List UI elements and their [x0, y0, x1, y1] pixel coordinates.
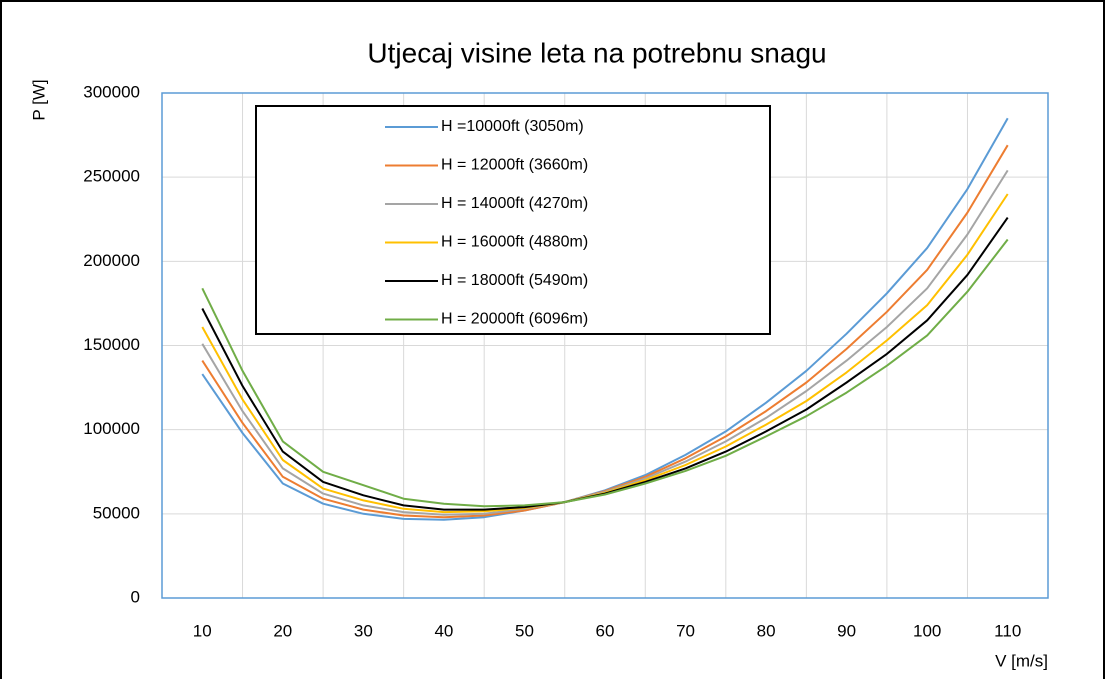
- x-tick-label: 40: [434, 621, 453, 640]
- y-axis-label: P [W]: [29, 79, 48, 120]
- legend-label: H = 14000ft (4270m): [441, 195, 588, 212]
- legend-label: H = 20000ft (6096m): [441, 311, 588, 328]
- y-tick-label: 100000: [83, 419, 140, 438]
- plot-border: [161, 92, 1049, 599]
- legend-label: H = 18000ft (5490m): [441, 272, 588, 289]
- chart-title: Utjecaj visine leta na potrebnu snagu: [367, 37, 826, 68]
- legend-label: H =10000ft (3050m): [441, 118, 584, 135]
- x-axis-label: V [m/s]: [995, 651, 1048, 670]
- y-tick-label: 50000: [93, 503, 140, 522]
- x-tick-label: 60: [596, 621, 615, 640]
- x-tick-label: 50: [515, 621, 534, 640]
- x-tick-label: 100: [913, 621, 941, 640]
- x-tick-label: 70: [676, 621, 695, 640]
- y-tick-label: 250000: [83, 167, 140, 186]
- y-tick-label: 200000: [83, 251, 140, 270]
- series-line: [201, 238, 1009, 508]
- x-tick-label: 110: [994, 621, 1021, 640]
- x-tick-label: 30: [354, 621, 373, 640]
- x-tick-label: 80: [757, 621, 776, 640]
- y-tick-label: 150000: [83, 335, 140, 354]
- legend-box: [255, 105, 771, 335]
- x-tick-label: 20: [273, 621, 292, 640]
- legend-label: H = 12000ft (3660m): [441, 157, 588, 174]
- x-tick-label: 90: [837, 621, 856, 640]
- y-tick-label: 300000: [83, 82, 140, 101]
- legend: H =10000ft (3050m) H = 12000ft (3660m) H =…: [255, 105, 771, 335]
- legend-label: H = 16000ft (4880m): [441, 234, 588, 251]
- x-tick-label: 10: [193, 621, 212, 640]
- y-tick-label: 0: [131, 587, 140, 606]
